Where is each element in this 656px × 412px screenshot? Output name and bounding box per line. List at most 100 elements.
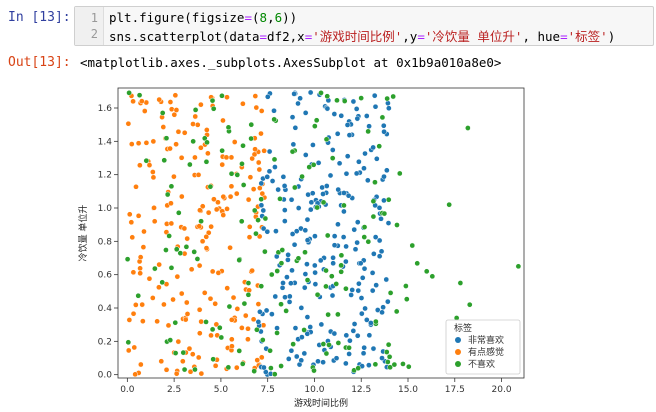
scatter-point [173,141,179,148]
scatter-point [228,183,235,190]
scatter-point [335,221,341,228]
scatter-point [192,107,199,113]
scatter-point [285,356,292,362]
scatter-point [384,95,391,102]
scatter-point [178,154,185,161]
scatter-point [295,205,302,211]
code-cell[interactable]: 1 2 plt.figure(figsize=(8,6)) sns.scatte… [74,6,654,46]
scatter-point [248,121,255,128]
scatter-point [279,247,286,253]
scatter-point [180,349,187,356]
scatter-point [168,106,175,113]
scatter-point [130,269,137,276]
scatter-point [141,108,148,114]
scatter-point [387,364,393,371]
scatter-point [330,254,336,261]
scatter-point [378,248,385,255]
scatter-point [258,283,265,290]
scatter-point [364,177,371,184]
scatter-point [271,371,278,378]
scatter-point [284,274,290,280]
legend-entry: 不喜欢 [468,358,495,370]
scatter-point [341,208,347,215]
scatter-point [175,209,182,216]
scatter-point [381,210,388,217]
scatter-point [161,301,167,308]
legend-title: 标签 [454,322,472,334]
code-token: , hue [522,29,561,44]
scatter-point [129,234,136,241]
plot-frame [117,87,525,379]
scatter-point [465,125,471,131]
scatter-point [210,356,217,363]
scatter-point [126,89,132,96]
scatter-point [319,184,325,191]
scatter-point [403,296,410,302]
scatter-point [125,339,132,346]
scatter-point [379,309,385,316]
scatter-point [258,108,265,114]
scatter-point [150,174,157,181]
scatter-point [466,301,473,308]
scatter-point [196,306,203,313]
scatter-point [143,139,150,146]
scatter-point [125,120,132,127]
scatter-point [156,261,163,268]
scatter-point [314,204,321,211]
scatter-point [361,224,368,230]
y-tick-label: 1.6 [98,104,113,114]
scatter-point [383,349,390,355]
scatter-point [198,218,204,225]
scatter-point [192,113,199,120]
scatter-point [323,350,330,357]
scatter-point [409,242,416,249]
legend-entry: 有点感觉 [468,346,504,358]
y-tick-label: 1.4 [98,137,113,147]
scatter-point [515,263,522,270]
scatter-point [278,260,285,267]
scatter-point [313,117,320,124]
scatter-point [370,345,377,352]
scatter-point [258,130,264,137]
scatter-point [183,243,190,250]
x-tick-label: 12.5 [351,385,371,395]
scatter-point [373,318,379,325]
scatter-point [343,170,350,177]
scatter-point [128,219,135,226]
scatter-point [213,206,220,213]
scatter-point [370,144,376,151]
scatter-point [381,128,387,135]
scatter-point [168,183,175,190]
scatter-point [331,330,338,337]
scatter-point [126,317,133,323]
scatter-point [261,364,267,371]
scatter-point [312,233,318,239]
scatter-point [360,350,367,357]
scatter-point [264,93,271,100]
scatter-point [277,195,283,202]
scatter-point [381,197,387,204]
scatter-point [288,196,295,203]
scatter-point [212,300,219,307]
scatter-point [133,183,139,190]
scatter-point [310,142,316,148]
scatter-point [387,290,394,296]
scatter-point [376,143,383,150]
scatter-point [357,260,364,267]
code-line[interactable]: sns.scatterplot(data=df2,x='游戏时间比例',y='冷… [109,26,615,45]
scatter-point [219,92,225,99]
scatter-point [315,358,321,365]
scatter-point [366,362,372,368]
x-tick-label: 5.0 [214,385,229,395]
scatter-point [268,365,274,371]
scatter-point [209,326,216,333]
scatter-point [349,287,356,293]
x-tick-label: 17.5 [445,385,465,395]
scatter-point [320,341,327,347]
scatter-point [259,190,266,197]
scatter-point [309,190,316,197]
code-line[interactable]: plt.figure(figsize=(8,6)) [109,10,297,25]
scatter-point [178,193,185,200]
scatter-point [354,115,361,122]
